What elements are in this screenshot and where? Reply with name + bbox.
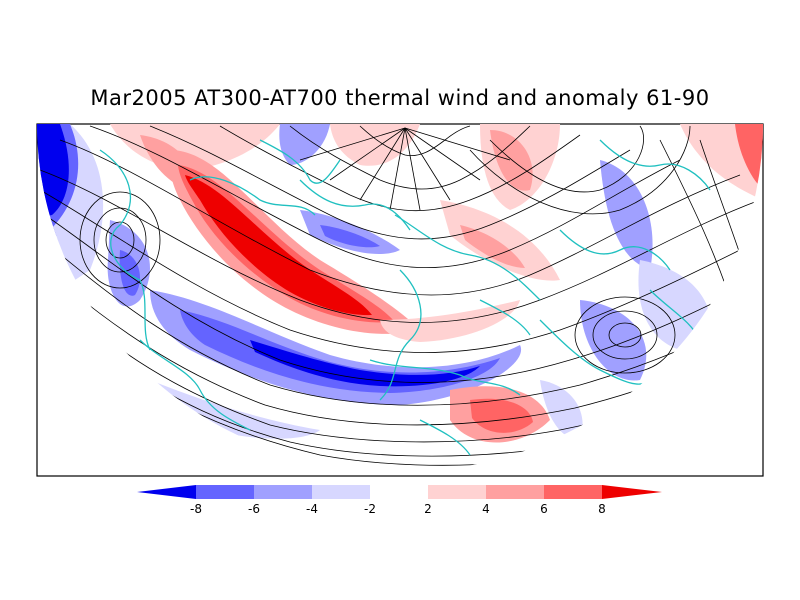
colorbar-segment — [196, 485, 254, 499]
anomaly-region — [440, 200, 560, 281]
colorbar-segment — [312, 485, 370, 499]
anomaly-region — [580, 300, 647, 381]
colorbar-segment — [428, 485, 486, 499]
colorbar-label: 4 — [482, 502, 490, 516]
anomaly-region — [735, 124, 763, 190]
colorbar-segment-highest — [602, 485, 662, 499]
colorbar-segment-lowest — [137, 485, 196, 499]
anomaly-region — [600, 160, 653, 270]
colorbar-label: 8 — [598, 502, 606, 516]
anomaly-region — [330, 124, 420, 166]
anomaly-region — [470, 398, 533, 433]
anomaly-region — [37, 124, 69, 218]
colorbar-label: 6 — [540, 502, 548, 516]
anomaly-region — [460, 225, 525, 268]
colorbar-segment — [370, 485, 428, 499]
anomaly-region — [279, 124, 330, 165]
colorbar-label: -8 — [190, 502, 202, 516]
map-title: Mar2005 AT300-AT700 thermal wind and ano… — [90, 86, 710, 110]
colorbar-label: -2 — [364, 502, 376, 516]
colorbar: -8 -6 -4 -2 2 4 6 8 — [137, 485, 662, 516]
colorbar-label: -6 — [248, 502, 260, 516]
anomaly-region — [540, 380, 583, 440]
anomaly-region — [50, 124, 104, 290]
colorbar-segment — [486, 485, 544, 499]
anomaly-region — [490, 130, 533, 191]
colorbar-segment — [544, 485, 602, 499]
anomaly-region — [320, 225, 380, 248]
anomaly-region — [185, 175, 372, 316]
colorbar-label: -4 — [306, 502, 318, 516]
colorbar-segment — [254, 485, 312, 499]
anomaly-region — [250, 340, 480, 387]
colorbar-label: 2 — [424, 502, 432, 516]
